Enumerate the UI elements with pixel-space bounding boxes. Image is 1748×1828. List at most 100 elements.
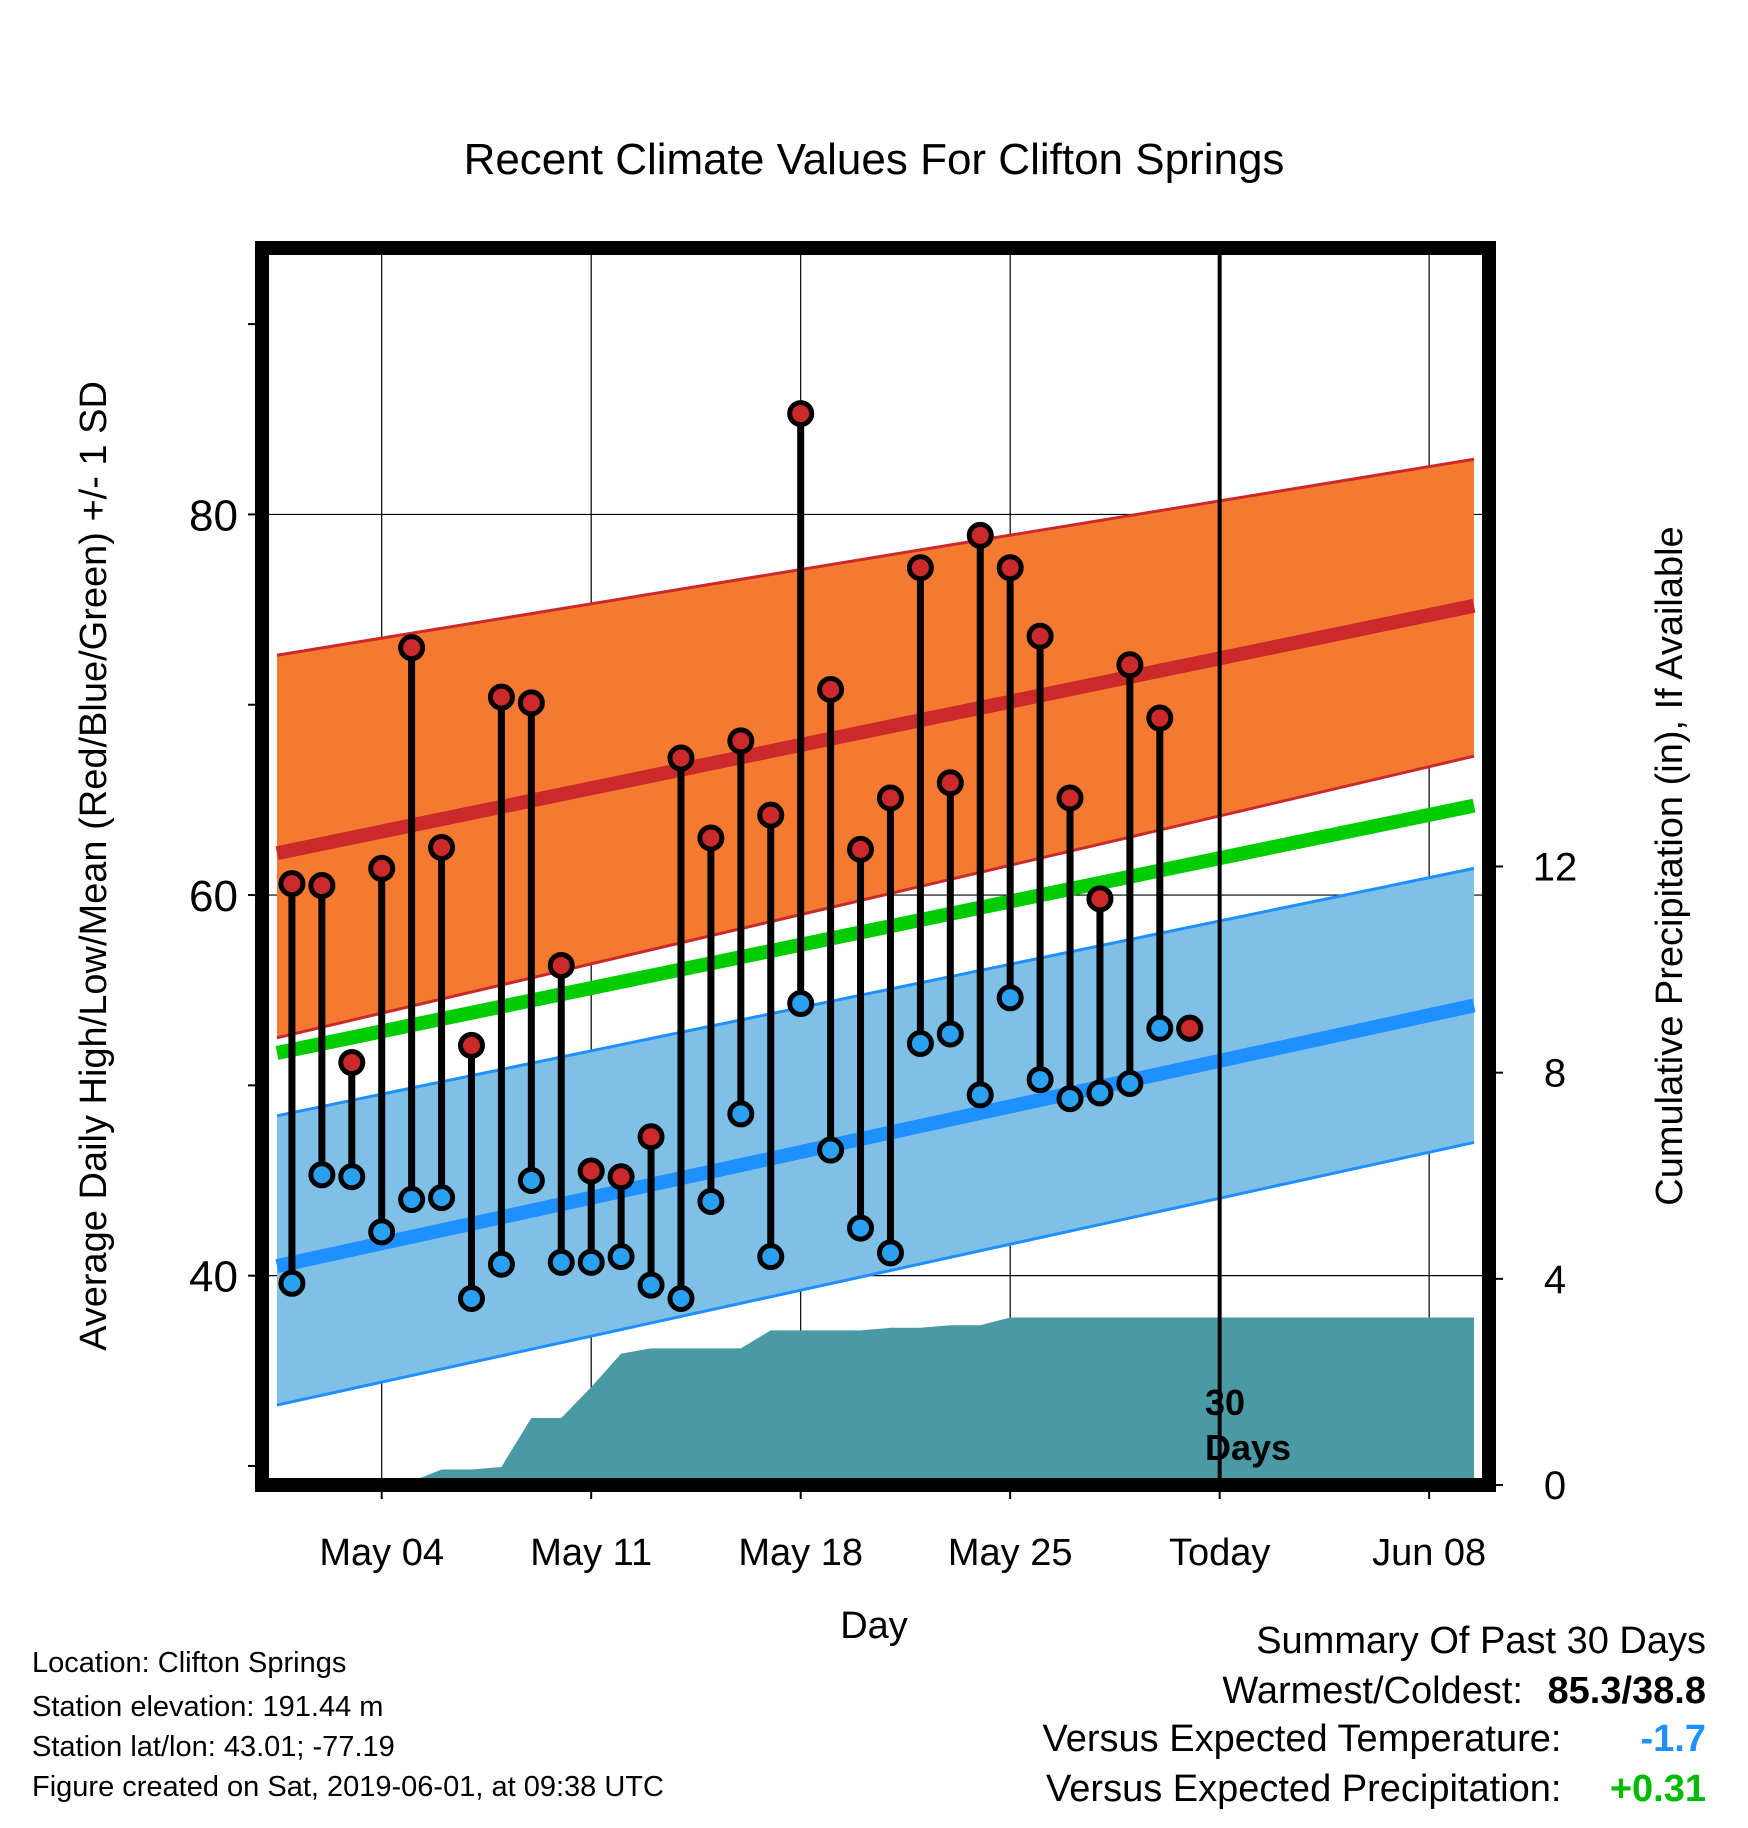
created-text: Figure created on Sat, 2019-06-01, at 09…: [32, 1771, 664, 1803]
daily-range-stems: [288, 413, 1164, 1299]
summary-warm-cold-row: Warmest/Coldest: 85.3/38.8: [1222, 1670, 1706, 1713]
daily-low-marker: [457, 1284, 485, 1312]
daily-high-marker: [1086, 885, 1114, 913]
x-tick-label: May 18: [738, 1532, 863, 1574]
daily-low-marker: [368, 1218, 396, 1246]
normal-low-line: [275, 998, 1476, 1273]
chart-title: Recent Climate Values For Clifton Spring…: [464, 135, 1285, 184]
daily-high-marker: [457, 1031, 485, 1059]
daily-high-marker: [368, 854, 396, 882]
x-tick-label: May 11: [530, 1532, 652, 1574]
daily-low-marker: [577, 1248, 605, 1276]
precip-area: [420, 1317, 1475, 1478]
y2-axis-label: Cumulative Precipitation (in), If Availa…: [1649, 526, 1691, 1205]
normal-mean-line: [275, 798, 1476, 1060]
precip-departure-value: +0.31: [1609, 1768, 1706, 1810]
daily-low-marker: [936, 1020, 964, 1048]
daily-high-marker: [757, 801, 785, 829]
daily-low-marker: [697, 1187, 725, 1215]
daily-high-marker: [847, 835, 875, 863]
daily-high-marker: [547, 951, 575, 979]
high-sd-band-upper-edge: [276, 457, 1475, 657]
daily-low-marker: [727, 1100, 755, 1128]
daily-high-marker: [1056, 784, 1084, 812]
daily-high-marker: [428, 833, 456, 861]
summary-precip-row: Versus Expected Precipitation: +0.31: [1046, 1768, 1706, 1811]
daily-markers: [278, 400, 1204, 1312]
daily-high-marker: [787, 400, 815, 428]
latlon-text: Station lat/lon: 43.01; -77.19: [32, 1731, 395, 1763]
y-tick-label: 60: [189, 872, 238, 921]
daily-low-marker: [398, 1186, 426, 1214]
precip-departure-label: Versus Expected Precipitation:: [1046, 1768, 1562, 1810]
today-annotation-days: Days: [1205, 1427, 1291, 1468]
temp-departure-label: Versus Expected Temperature:: [1042, 1718, 1562, 1760]
y2-tick-label: 4: [1544, 1258, 1566, 1302]
summary-temp-row: Versus Expected Temperature: -1.7: [1043, 1718, 1706, 1761]
daily-low-marker: [517, 1167, 545, 1195]
daily-high-marker: [817, 676, 845, 704]
daily-high-marker: [667, 744, 695, 772]
daily-low-marker: [996, 984, 1024, 1012]
daily-low-marker: [1056, 1085, 1084, 1113]
daily-high-marker: [607, 1163, 635, 1191]
daily-low-marker: [1146, 1014, 1174, 1042]
daily-low-marker: [757, 1243, 785, 1271]
x-tick-label: May 04: [319, 1532, 444, 1574]
daily-high-marker: [577, 1157, 605, 1185]
daily-high-marker: [1176, 1014, 1204, 1042]
daily-low-marker: [547, 1248, 575, 1276]
daily-low-marker: [338, 1163, 366, 1191]
daily-low-marker: [607, 1243, 635, 1271]
daily-low-marker: [308, 1161, 336, 1189]
y-tick-label: 80: [189, 491, 238, 540]
y-tick-label: 40: [189, 1253, 238, 1302]
daily-high-marker: [1116, 651, 1144, 679]
daily-high-marker: [487, 683, 515, 711]
daily-high-marker: [876, 784, 904, 812]
daily-high-marker: [278, 870, 306, 898]
daily-high-marker: [906, 554, 934, 582]
high-sd-band-lower-edge: [276, 754, 1475, 1040]
daily-low-marker: [487, 1250, 515, 1278]
daily-low-marker: [1026, 1066, 1054, 1094]
low-sd-band-upper-edge: [276, 866, 1475, 1118]
normal-high-line: [275, 598, 1476, 861]
daily-low-marker: [906, 1029, 934, 1057]
summary-heading: Summary Of Past 30 Days: [1256, 1620, 1706, 1662]
daily-low-marker: [428, 1184, 456, 1212]
x-tick-label: Today: [1169, 1532, 1270, 1574]
location-text: Location: Clifton Springs: [32, 1647, 347, 1679]
daily-low-marker: [1086, 1079, 1114, 1107]
daily-low-marker: [637, 1271, 665, 1299]
daily-high-marker: [637, 1123, 665, 1151]
daily-high-marker: [1146, 704, 1174, 732]
x-tick-label: Jun 08: [1372, 1532, 1486, 1574]
y2-tick-label: 12: [1533, 846, 1578, 890]
daily-low-marker: [787, 990, 815, 1018]
low-sd-band-lower-edge: [276, 1140, 1475, 1407]
x-tick-label: May 25: [948, 1532, 1073, 1574]
y2-tick-label: 8: [1544, 1052, 1566, 1096]
daily-low-marker: [667, 1284, 695, 1312]
daily-low-marker: [847, 1214, 875, 1242]
warm-cold-label: Warmest/Coldest:: [1222, 1670, 1523, 1712]
temp-departure-value: -1.7: [1640, 1718, 1706, 1760]
daily-high-marker: [517, 689, 545, 717]
daily-high-marker: [697, 824, 725, 852]
elevation-text: Station elevation: 191.44 m: [32, 1691, 384, 1723]
daily-low-marker: [876, 1239, 904, 1267]
y2-tick-label: 0: [1544, 1464, 1566, 1508]
daily-high-marker: [966, 521, 994, 549]
y-axis-label: Average Daily High/Low/Mean (Red/Blue/Gr…: [73, 381, 115, 1351]
daily-high-marker: [308, 872, 336, 900]
daily-low-marker: [1116, 1069, 1144, 1097]
x-axis-label: Day: [840, 1605, 908, 1647]
daily-high-marker: [996, 554, 1024, 582]
daily-high-marker: [727, 727, 755, 755]
daily-high-marker: [398, 634, 426, 662]
daily-high-marker: [1026, 622, 1054, 650]
daily-low-marker: [278, 1269, 306, 1297]
daily-low-marker: [817, 1136, 845, 1164]
